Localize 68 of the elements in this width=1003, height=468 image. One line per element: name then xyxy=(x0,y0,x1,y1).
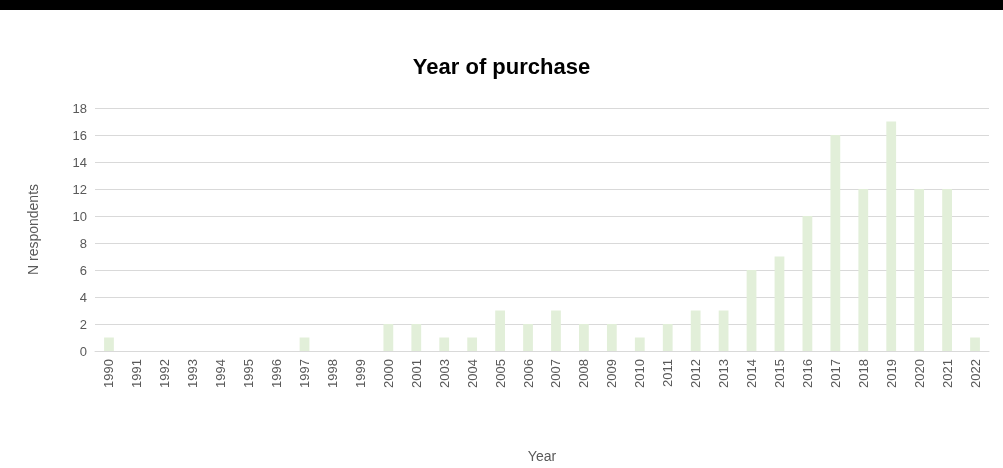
bar xyxy=(634,337,645,351)
x-tick-label: 2005 xyxy=(492,359,508,388)
x-tick-label: 1991 xyxy=(129,359,145,388)
x-tick-label: 2016 xyxy=(799,359,815,388)
y-tick-label: 4 xyxy=(79,289,87,305)
x-tick-label: 1998 xyxy=(324,359,340,388)
bar xyxy=(858,189,869,351)
x-tick-label: 2006 xyxy=(520,359,536,388)
y-tick-label: 8 xyxy=(79,235,87,251)
y-tick-label: 10 xyxy=(72,208,87,224)
bar xyxy=(523,324,533,351)
x-tick-label: 2021 xyxy=(939,359,955,388)
bar xyxy=(942,189,952,351)
x-tick-label: 2008 xyxy=(576,359,592,388)
x-tick-label: 2014 xyxy=(744,359,760,388)
bar xyxy=(914,189,925,351)
x-tick-label: 2015 xyxy=(771,359,787,388)
y-tick-label: 0 xyxy=(79,343,87,359)
bar xyxy=(606,324,617,351)
x-tick-label: 2011 xyxy=(660,359,676,387)
x-tick-label: 2017 xyxy=(827,359,843,388)
y-tick-label: 2 xyxy=(79,316,87,332)
x-tick-label: 1990 xyxy=(101,359,117,388)
bar xyxy=(802,216,813,351)
x-tick-label: 2007 xyxy=(548,359,564,388)
x-tick-label: 1997 xyxy=(297,359,313,388)
bar xyxy=(746,270,757,351)
bar xyxy=(886,121,897,351)
x-tick-label: 1993 xyxy=(185,359,201,388)
y-tick-label: 14 xyxy=(72,154,87,170)
x-tick-label: 2004 xyxy=(464,359,480,388)
x-tick-label: 2018 xyxy=(855,359,871,388)
x-tick-label: 2020 xyxy=(911,359,927,388)
bar xyxy=(690,310,701,351)
bar xyxy=(830,135,841,351)
bar xyxy=(662,324,673,351)
x-tick-label: 2019 xyxy=(883,359,899,388)
bar xyxy=(104,337,114,351)
x-tick-label: 1994 xyxy=(213,359,229,388)
y-tick-label: 6 xyxy=(79,262,87,278)
bar xyxy=(551,310,561,351)
x-tick-label: 1992 xyxy=(157,359,173,388)
bar xyxy=(718,310,729,351)
y-axis-title: N respondents xyxy=(25,183,41,276)
x-axis-title: Year xyxy=(527,448,557,464)
x-tick-label: 2000 xyxy=(380,359,396,388)
bar xyxy=(383,324,394,351)
x-tick-label: 2022 xyxy=(967,359,983,388)
y-tick-label: 12 xyxy=(72,181,87,197)
x-tick-label: 2013 xyxy=(716,359,732,388)
x-tick-label: 2010 xyxy=(632,359,648,388)
bar xyxy=(774,256,785,351)
x-tick-label: 1996 xyxy=(269,359,285,388)
bar xyxy=(579,324,589,351)
x-tick-label: 2009 xyxy=(604,359,620,388)
y-tick-label: 16 xyxy=(72,127,87,143)
x-tick-label: 1999 xyxy=(352,359,368,388)
bar xyxy=(411,324,422,351)
x-tick-label: 2003 xyxy=(436,359,452,388)
bar xyxy=(970,337,980,351)
bar xyxy=(495,310,505,351)
bar xyxy=(467,337,478,351)
y-tick-label: 18 xyxy=(72,100,87,116)
x-tick-label: 2012 xyxy=(688,359,704,388)
x-tick-label: 1995 xyxy=(241,359,257,388)
bar xyxy=(439,337,450,351)
chart-title: Year of purchase xyxy=(412,53,591,79)
x-tick-label: 2001 xyxy=(408,359,424,388)
